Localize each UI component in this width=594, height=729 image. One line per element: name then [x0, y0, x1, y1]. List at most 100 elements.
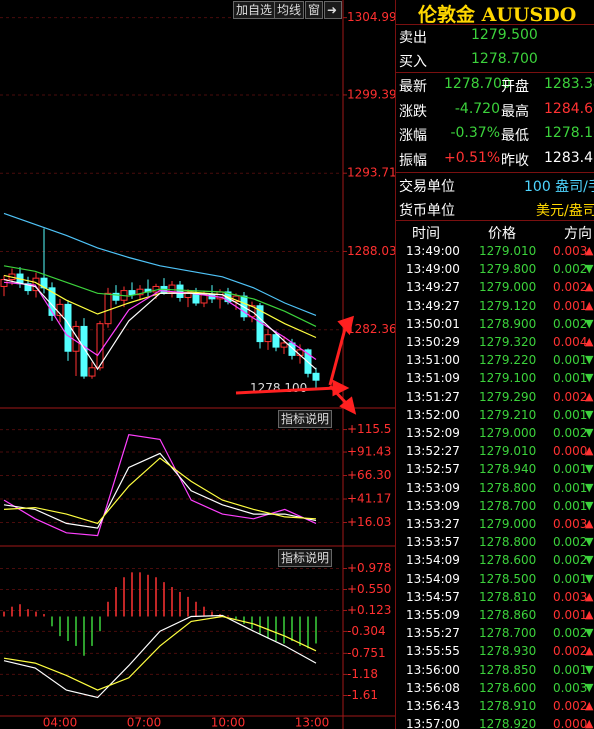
divider — [396, 220, 594, 221]
direction-arrow: ▼ — [585, 553, 594, 567]
y-tick-label: 1304.998 — [347, 10, 395, 24]
direction-arrow: ▲ — [585, 335, 594, 348]
toolbar-button[interactable]: 加自选 — [233, 1, 276, 19]
indicator-line — [3, 452, 317, 529]
quote-title: 伦敦金 AUUSDO — [418, 4, 577, 26]
trade-price: 1278.600 — [479, 680, 537, 695]
trade-row: 13:53:57 1278.800 0.002 ▼ — [396, 534, 594, 552]
toolbar-button[interactable]: 均线 — [274, 1, 305, 19]
candle-body — [96, 323, 104, 369]
trade-row: 13:55:09 1278.860 0.001 ▲ — [396, 607, 594, 625]
label: 最低 — [501, 128, 529, 144]
candle-body — [80, 325, 88, 377]
direction-arrow: ▲ — [585, 699, 594, 712]
candle-body — [24, 283, 32, 292]
trade-time: 13:53:57 — [406, 535, 460, 550]
trade-volume: 0.001 — [553, 662, 588, 677]
trade-volume: 0.002 — [553, 426, 588, 440]
indicator-button[interactable]: 指标说明 — [278, 410, 333, 428]
y-tick-label: -0.304 — [347, 624, 386, 638]
candle-body — [128, 290, 136, 296]
trade-time: 13:55:55 — [406, 644, 460, 659]
trade-time: 13:56:43 — [406, 699, 460, 713]
trade-volume: 0.003 — [553, 244, 588, 258]
stat-row: 振幅 +0.51%昨收 1283.42 — [396, 148, 594, 170]
trade-volume: 0.001 — [553, 608, 588, 622]
trade-volume: 0.001 — [553, 298, 588, 313]
column-header: 价格 — [488, 226, 516, 242]
trade-price: 1278.900 — [479, 316, 537, 331]
trade-time: 13:49:00 — [406, 244, 460, 258]
trade-price: 1278.800 — [479, 480, 537, 495]
trade-price: 1278.940 — [479, 462, 537, 477]
indicator-line — [3, 265, 317, 327]
trade-row: 13:50:29 1279.320 0.004 ▲ — [396, 334, 594, 352]
trade-time: 13:51:00 — [406, 353, 460, 368]
trade-price: 1278.500 — [479, 571, 537, 586]
trade-time: 13:53:09 — [406, 480, 460, 495]
y-tick-label: 1293.716 — [347, 166, 395, 180]
direction-arrow: ▼ — [585, 626, 594, 640]
trade-price: 1279.320 — [479, 335, 537, 349]
trade-row: 13:54:09 1278.600 0.002 ▼ — [396, 552, 594, 570]
trade-time: 13:57:00 — [406, 717, 460, 729]
trade-row: 13:49:27 1279.120 0.001 ▲ — [396, 298, 594, 316]
candle-body — [200, 294, 208, 304]
x-tick-label: 13:00 — [295, 716, 330, 729]
value: +0.51% — [444, 149, 501, 166]
trade-row: 13:55:55 1278.930 0.002 ▲ — [396, 643, 594, 661]
trade-price: 1279.010 — [479, 244, 537, 258]
table-header: 时间 价格 方向 — [396, 221, 594, 243]
trade-row: 13:51:27 1279.290 0.002 ▲ — [396, 389, 594, 407]
direction-arrow: ▼ — [585, 571, 594, 585]
candle-body — [88, 367, 96, 377]
trade-volume: 0.000 — [553, 717, 588, 729]
x-tick-label: 04:00 — [43, 716, 78, 729]
candle-body — [104, 292, 112, 325]
trade-price: 1278.860 — [479, 608, 537, 622]
y-tick-label: +16.03 — [347, 515, 391, 529]
value: 1283.34 — [544, 76, 594, 92]
trade-price: 1279.010 — [479, 444, 537, 459]
trade-volume: 0.001 — [553, 498, 588, 513]
value: 1278.700 — [444, 76, 511, 92]
trade-time: 13:51:09 — [406, 371, 460, 386]
trade-row: 13:54:09 1278.500 0.001 ▼ — [396, 571, 594, 589]
trade-volume: 0.001 — [553, 462, 588, 477]
trade-time: 13:50:29 — [406, 335, 460, 349]
trade-row: 13:56:08 1278.600 0.003 ▼ — [396, 680, 594, 698]
trade-row: 13:53:09 1278.700 0.001 ▼ — [396, 498, 594, 516]
trade-volume: 0.000 — [553, 444, 588, 459]
label: 振幅 — [399, 152, 427, 169]
trade-row: 13:49:27 1279.000 0.002 ▲ — [396, 279, 594, 297]
trade-row: 13:51:09 1279.100 0.001 ▼ — [396, 370, 594, 388]
trade-time: 13:54:57 — [406, 589, 460, 604]
label: 最高 — [501, 103, 529, 120]
indicator-button[interactable]: 指标说明 — [278, 549, 333, 567]
trade-time: 13:52:27 — [406, 444, 460, 459]
trade-row: 13:52:00 1279.210 0.001 ▼ — [396, 407, 594, 425]
direction-arrow: ▼ — [585, 262, 594, 276]
candle-body — [272, 334, 280, 348]
toolbar-icon[interactable]: ➜ — [324, 1, 342, 19]
y-tick-label: -1.61 — [347, 688, 378, 702]
trade-row: 13:57:00 1278.920 0.000 ▲ — [396, 716, 594, 729]
toolbar-button[interactable]: 窗 — [305, 1, 324, 19]
trade-price: 1279.000 — [479, 426, 537, 440]
trade-row: 13:52:27 1279.010 0.000 ▲ — [396, 443, 594, 461]
direction-arrow: ▲ — [585, 589, 594, 603]
trade-price: 1278.600 — [479, 553, 537, 568]
value: 1278.10 — [544, 125, 594, 141]
trade-row: 13:54:57 1278.810 0.003 ▲ — [396, 589, 594, 607]
indicator-line — [3, 281, 317, 360]
trade-volume: 0.003 — [553, 680, 588, 695]
trade-volume: 0.002 — [553, 535, 588, 550]
direction-arrow: ▲ — [585, 644, 594, 658]
indicator-line — [3, 614, 317, 699]
price: 1278.700 — [471, 51, 538, 67]
trade-row: 13:53:27 1279.000 0.003 ▲ — [396, 516, 594, 534]
trade-time: 13:52:09 — [406, 426, 460, 440]
trade-time: 13:50:01 — [406, 316, 460, 331]
direction-arrow: ▼ — [585, 462, 594, 476]
